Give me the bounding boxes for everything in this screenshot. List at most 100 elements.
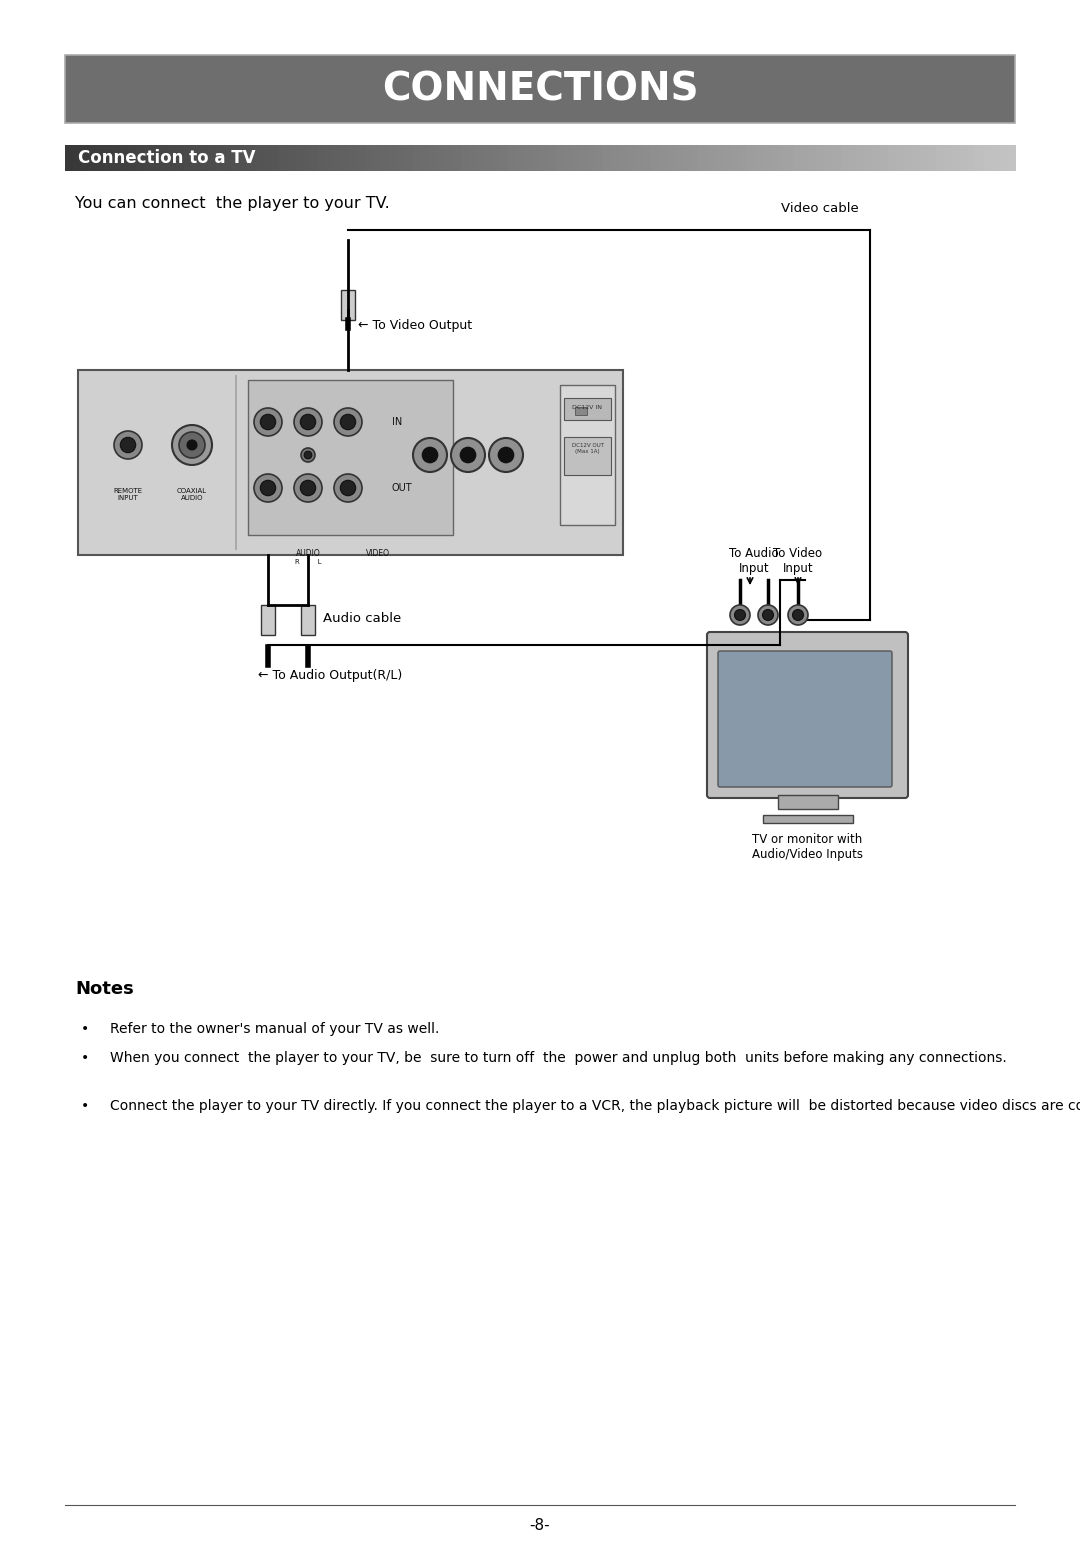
Bar [532, 145, 541, 172]
Bar [778, 795, 837, 809]
Bar [588, 145, 596, 172]
Bar [152, 145, 161, 172]
Bar [81, 145, 90, 172]
Bar [785, 145, 794, 172]
Bar [913, 145, 921, 172]
Text: AUDIO: AUDIO [296, 549, 321, 557]
Circle shape [334, 407, 362, 436]
Bar [904, 145, 913, 172]
Text: Connect the player to your TV directly. If you connect the player to a VCR, the : Connect the player to your TV directly. … [110, 1099, 1080, 1113]
Bar [231, 145, 240, 172]
Text: •: • [81, 1051, 90, 1065]
Bar [975, 145, 984, 172]
Bar [801, 145, 810, 172]
Bar [540, 145, 549, 172]
Bar [738, 145, 747, 172]
Circle shape [301, 448, 315, 462]
Bar [191, 145, 201, 172]
Bar [492, 145, 501, 172]
FancyBboxPatch shape [78, 370, 623, 556]
Bar [301, 606, 315, 635]
Bar [604, 145, 612, 172]
Bar [136, 145, 145, 172]
Bar [239, 145, 248, 172]
Text: COAXIAL
AUDIO: COAXIAL AUDIO [177, 489, 207, 501]
Bar [1007, 145, 1016, 172]
Text: CONNECTIONS: CONNECTIONS [381, 70, 699, 108]
Bar [215, 145, 225, 172]
Bar [960, 145, 969, 172]
Bar [723, 145, 731, 172]
Text: TV or monitor with
Audio/Video Inputs: TV or monitor with Audio/Video Inputs [752, 834, 863, 862]
Circle shape [730, 606, 750, 624]
Circle shape [758, 606, 778, 624]
Bar [944, 145, 953, 172]
Text: ← To Video Output: ← To Video Output [357, 318, 472, 331]
Text: •: • [81, 1099, 90, 1113]
Bar [248, 379, 453, 535]
Bar [524, 145, 534, 172]
Bar [414, 145, 422, 172]
Bar [469, 145, 477, 172]
Text: IN: IN [392, 417, 402, 428]
Bar [928, 145, 936, 172]
Circle shape [300, 414, 315, 429]
Bar [627, 145, 636, 172]
Bar [461, 145, 470, 172]
Text: -8-: -8- [529, 1517, 551, 1533]
Bar [342, 145, 351, 172]
Bar [762, 815, 852, 823]
Text: DC12V OUT
(Max 1A): DC12V OUT (Max 1A) [571, 443, 604, 454]
Circle shape [734, 609, 745, 621]
Text: Video cable: Video cable [781, 201, 859, 215]
Bar [746, 145, 755, 172]
Bar [89, 145, 97, 172]
Bar [476, 145, 486, 172]
Bar [794, 145, 802, 172]
Circle shape [294, 475, 322, 503]
Bar [991, 145, 1000, 172]
Bar [200, 145, 208, 172]
Text: Notes: Notes [75, 980, 134, 997]
Text: When you connect  the player to your TV, be  sure to turn off  the  power and un: When you connect the player to your TV, … [110, 1051, 1007, 1065]
Bar [873, 145, 881, 172]
Bar [279, 145, 287, 172]
Bar [429, 145, 438, 172]
Bar [770, 145, 779, 172]
Bar [295, 145, 303, 172]
Bar [97, 145, 106, 172]
Bar [920, 145, 929, 172]
Bar [983, 145, 993, 172]
Circle shape [294, 407, 322, 436]
Bar [65, 55, 1015, 123]
Bar [595, 145, 605, 172]
Bar [635, 145, 644, 172]
Bar [611, 145, 620, 172]
Circle shape [498, 448, 514, 462]
Bar [326, 145, 335, 172]
Bar [445, 145, 454, 172]
Circle shape [413, 439, 447, 471]
Bar [485, 145, 494, 172]
Bar [271, 145, 280, 172]
Circle shape [260, 481, 275, 496]
Bar [302, 145, 311, 172]
Circle shape [260, 414, 275, 429]
Bar [778, 145, 786, 172]
Bar [699, 145, 707, 172]
Text: To Audio
Input: To Audio Input [729, 546, 779, 574]
Text: OUT: OUT [392, 482, 413, 493]
Bar [167, 145, 177, 172]
Text: REMOTE
INPUT: REMOTE INPUT [113, 489, 143, 501]
Circle shape [300, 481, 315, 496]
Bar [865, 145, 874, 172]
Bar [144, 145, 153, 172]
Bar [350, 145, 359, 172]
Circle shape [114, 431, 141, 459]
Bar [405, 145, 415, 172]
Bar [500, 145, 510, 172]
FancyBboxPatch shape [718, 651, 892, 787]
Circle shape [120, 437, 136, 453]
Bar [319, 145, 327, 172]
Text: VIDEO: VIDEO [366, 549, 390, 557]
